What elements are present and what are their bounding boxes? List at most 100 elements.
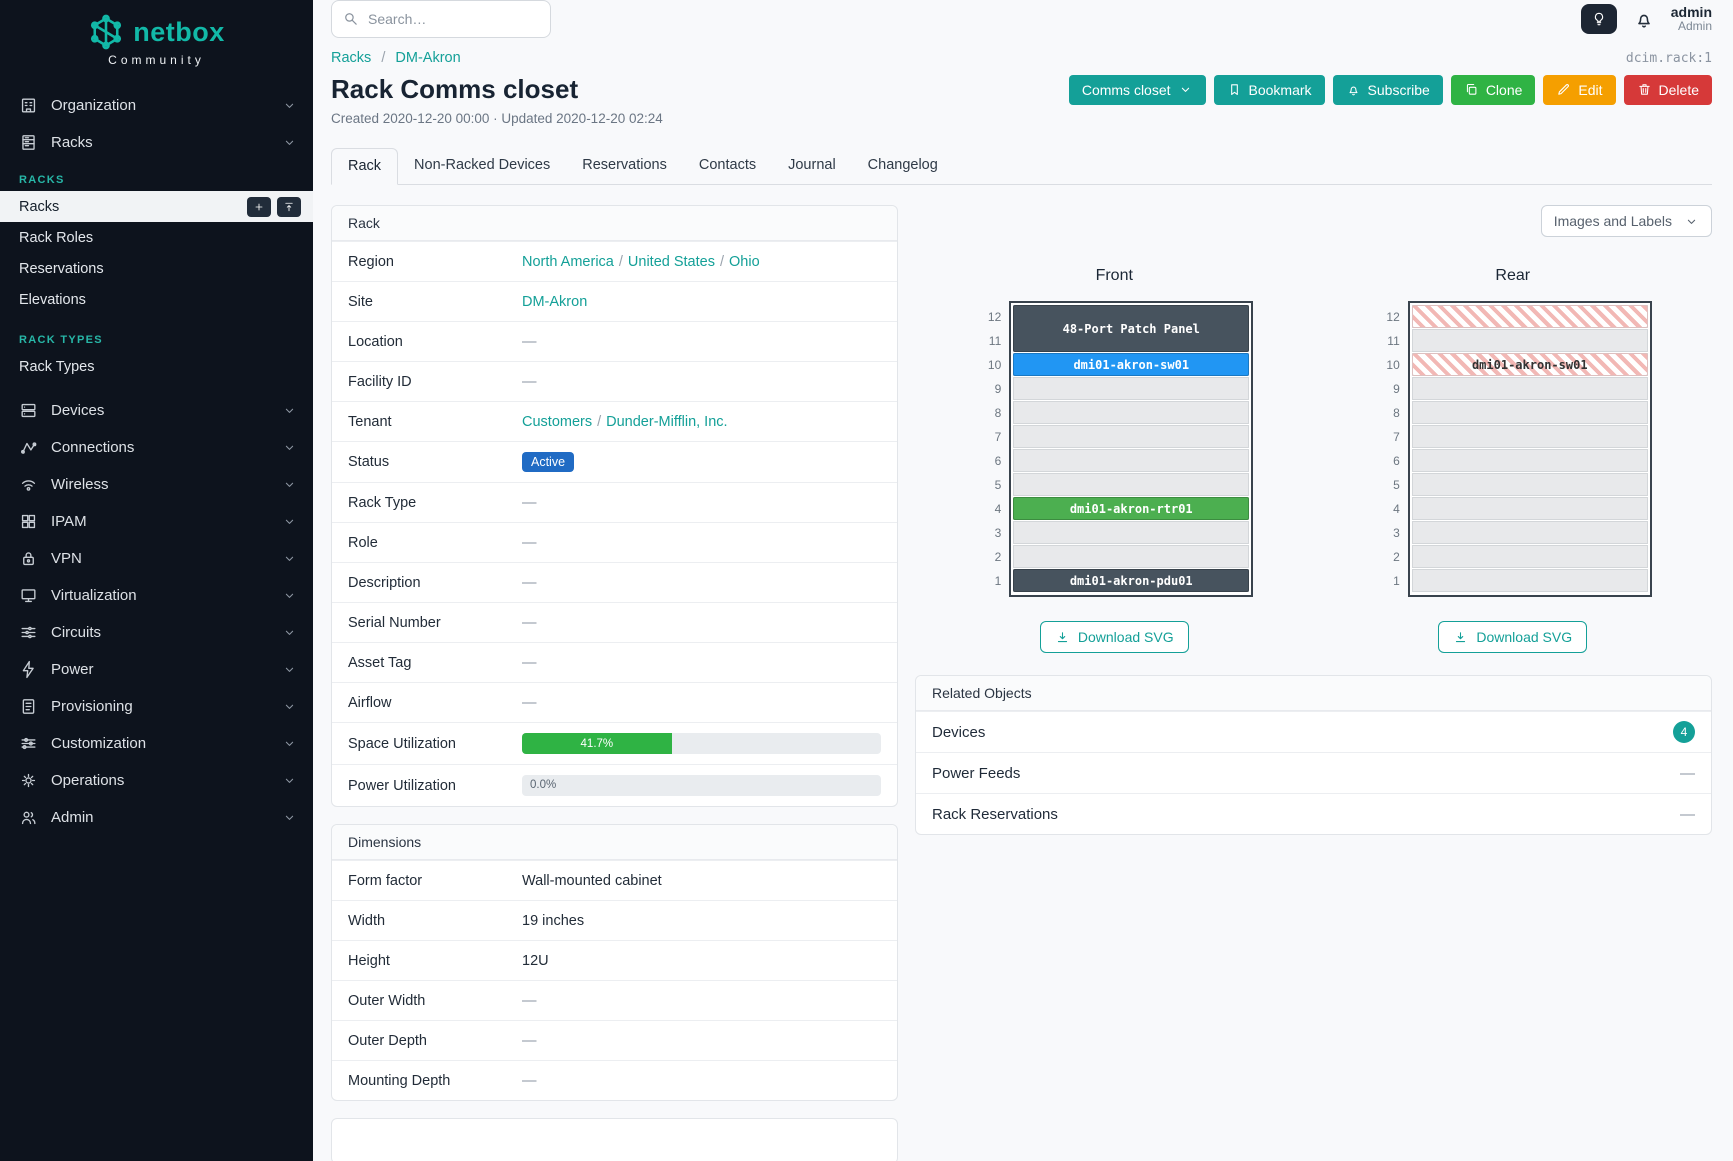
unit-number: 2	[1393, 550, 1400, 564]
device-rtr01[interactable]: dmi01-akron-rtr01	[1013, 497, 1250, 520]
related-objects-panel: Related Objects Devices 4 Power Feeds — …	[915, 675, 1712, 835]
sidebar-item-power[interactable]: Power	[0, 651, 313, 688]
images-labels-select[interactable]: Images and Labels	[1540, 205, 1712, 237]
device-rear-occupied[interactable]	[1411, 305, 1648, 328]
tab-reservations[interactable]: Reservations	[582, 157, 667, 173]
edit-button[interactable]: Edit	[1543, 74, 1616, 105]
download-svg-rear-button[interactable]: Download SVG	[1438, 621, 1588, 653]
sidebar-item-elevations[interactable]: Elevations	[0, 284, 313, 315]
user-menu[interactable]: admin Admin	[1671, 4, 1712, 34]
bookmark-label: Bookmark	[1248, 81, 1312, 98]
rack-slot[interactable]	[1411, 425, 1648, 448]
region-link[interactable]: Ohio	[729, 253, 760, 270]
sidebar-item-rack-types[interactable]: Rack Types	[0, 351, 313, 382]
brand-name: netbox	[133, 16, 225, 47]
attr-row-outer-depth: Outer Depth —	[332, 1020, 897, 1060]
sidebar-item-rack-roles[interactable]: Rack Roles	[0, 222, 313, 253]
rack-slot[interactable]	[1411, 545, 1648, 568]
related-devices-link[interactable]: Devices	[932, 723, 986, 741]
sidebar-item-racks[interactable]: Racks	[0, 124, 313, 161]
netbox-logo[interactable]: netbox	[0, 14, 313, 50]
sidebar-item-wireless[interactable]: Wireless	[0, 466, 313, 503]
related-power-feeds-link[interactable]: Power Feeds	[932, 764, 1021, 782]
rack-slot[interactable]	[1013, 377, 1250, 400]
topbar: admin Admin	[313, 0, 1733, 38]
tab-changelog[interactable]: Changelog	[867, 157, 938, 173]
left-column: Rack Region North America / United States /…	[331, 205, 898, 1161]
unit-number: 6	[994, 454, 1002, 468]
delete-button[interactable]: Delete	[1623, 74, 1712, 105]
sidebar-item-label: Customization	[51, 735, 147, 752]
rack-slot[interactable]	[1411, 521, 1648, 544]
tenant-link[interactable]: Dunder-Mifflin, Inc.	[606, 413, 728, 430]
sidebar-item-connections[interactable]: Connections	[0, 429, 313, 466]
sidebar-item-vpn[interactable]: VPN	[0, 540, 313, 577]
subscribe-button[interactable]: Subscribe	[1332, 74, 1443, 105]
unit-number: 5	[1393, 478, 1400, 492]
rack-picker-dropdown[interactable]: Comms closet	[1068, 74, 1206, 105]
sidebar-item-provisioning[interactable]: Provisioning	[0, 688, 313, 725]
clone-button[interactable]: Clone	[1450, 74, 1536, 105]
sidebar-item-circuits[interactable]: Circuits	[0, 614, 313, 651]
rack-slot[interactable]	[1013, 449, 1250, 472]
rack-slot[interactable]	[1411, 449, 1648, 472]
rack-slot[interactable]	[1013, 473, 1250, 496]
device-sw01-rear[interactable]: dmi01-akron-sw01	[1411, 353, 1648, 376]
front-unit-numbers: 12 11 10 9 8 7 6 5 4 3 2	[975, 301, 1001, 597]
region-link[interactable]: North America	[522, 253, 614, 270]
theme-toggle-button[interactable]	[1580, 4, 1617, 34]
related-row-devices: Devices 4	[916, 711, 1711, 752]
attr-label: Tenant	[348, 413, 392, 430]
sidebar-item-organization[interactable]: Organization	[0, 87, 313, 124]
device-pdu01[interactable]: dmi01-akron-pdu01	[1013, 569, 1250, 592]
sidebar-item-reservations[interactable]: Reservations	[0, 253, 313, 284]
breadcrumb-link-site[interactable]: DM-Akron	[395, 50, 461, 66]
empty-value: —	[1680, 764, 1695, 782]
bookmark-button[interactable]: Bookmark	[1213, 74, 1325, 105]
rack-slot[interactable]	[1411, 473, 1648, 496]
related-rack-reservations-link[interactable]: Rack Reservations	[932, 805, 1058, 823]
rack-slot[interactable]	[1013, 545, 1250, 568]
rack-slot[interactable]	[1013, 521, 1250, 544]
download-svg-front-button[interactable]: Download SVG	[1039, 621, 1189, 653]
add-rack-button[interactable]	[247, 196, 271, 217]
device-sw01[interactable]: dmi01-akron-sw01	[1013, 353, 1250, 376]
site-link[interactable]: DM-Akron	[522, 293, 588, 310]
rack-slot[interactable]	[1013, 425, 1250, 448]
sliders-icon	[19, 734, 38, 753]
brand-tagline: Community	[108, 53, 205, 67]
device-patch-panel[interactable]: 48-Port Patch Panel	[1013, 305, 1250, 352]
chevron-down-icon	[282, 98, 297, 113]
rack-slot[interactable]	[1013, 401, 1250, 424]
sidebar-item-virtualization[interactable]: Virtualization	[0, 577, 313, 614]
tab-non-racked-devices[interactable]: Non-Racked Devices	[414, 157, 551, 173]
attr-row-location: Location —	[332, 321, 897, 361]
page-title: Rack Comms closet	[331, 74, 579, 104]
sidebar-item-label: Reservations	[19, 260, 104, 277]
section-header-racks: RACKS	[19, 174, 65, 186]
sidebar-item-devices[interactable]: Devices	[0, 392, 313, 429]
attr-row-asset-tag: Asset Tag —	[332, 642, 897, 682]
tab-rack[interactable]: Rack	[331, 148, 399, 185]
rack-slot[interactable]	[1411, 497, 1648, 520]
rack-panel-title: Rack	[332, 206, 897, 241]
rack-slot[interactable]	[1411, 569, 1648, 592]
front-elevation: Front 12 11 10 9 8 7 6 5 4	[975, 267, 1254, 653]
sidebar-item-operations[interactable]: Operations	[0, 762, 313, 799]
rack-slot[interactable]	[1411, 329, 1648, 352]
search-input[interactable]	[331, 0, 551, 38]
tab-contacts[interactable]: Contacts	[698, 157, 757, 173]
region-link[interactable]: United States	[627, 253, 715, 270]
attr-value: 19 inches	[522, 912, 585, 929]
tab-journal[interactable]: Journal	[788, 157, 836, 173]
breadcrumb-link-racks[interactable]: Racks	[331, 50, 372, 66]
sidebar-item-ipam[interactable]: IPAM	[0, 503, 313, 540]
tenant-group-link[interactable]: Customers	[522, 413, 593, 430]
sidebar-item-racks-list[interactable]: Racks	[0, 191, 313, 222]
sidebar-item-admin[interactable]: Admin	[0, 799, 313, 836]
import-rack-button[interactable]	[277, 196, 301, 217]
rack-slot[interactable]	[1411, 401, 1648, 424]
rack-slot[interactable]	[1411, 377, 1648, 400]
sidebar-item-customization[interactable]: Customization	[0, 725, 313, 762]
notifications-bell-icon[interactable]	[1633, 8, 1655, 30]
